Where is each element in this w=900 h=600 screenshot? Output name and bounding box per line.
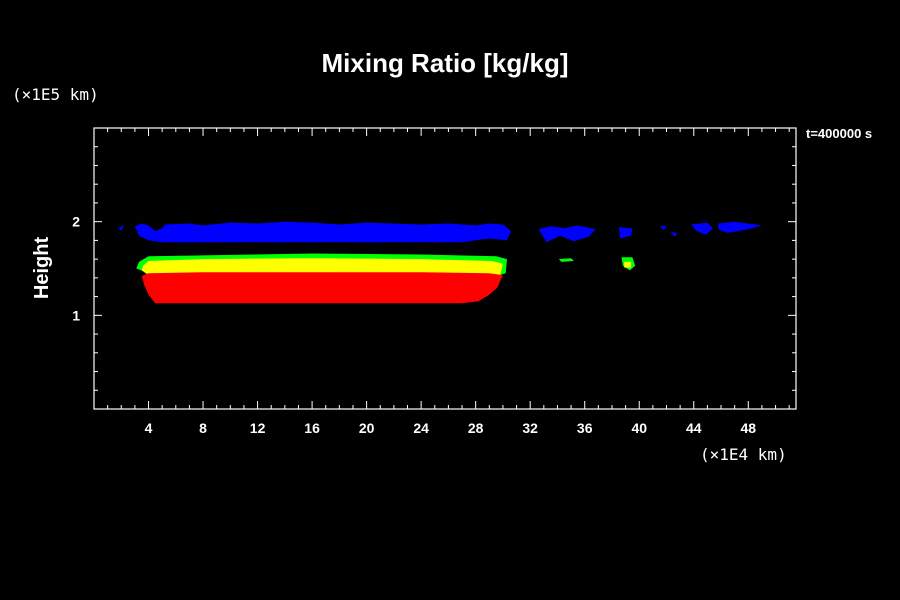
- x-tick-label: 32: [522, 420, 538, 436]
- x-tick-label: 28: [468, 420, 484, 436]
- x-tick-label: 16: [304, 420, 320, 436]
- x-tick-label: 8: [199, 420, 207, 436]
- x-tick-label: 12: [250, 420, 266, 436]
- time-label: t=400000 s: [806, 126, 872, 141]
- x-tick-label: 40: [631, 420, 647, 436]
- contour-regions: [118, 221, 762, 304]
- x-tick-label: 4: [145, 420, 153, 436]
- contour-region-yellow-11: [141, 258, 503, 276]
- contour-region-blue-7: [718, 221, 762, 233]
- plot-frame: [93, 127, 797, 410]
- contour-region-blue-0: [118, 224, 124, 231]
- contour-region-yellow-12: [624, 261, 632, 268]
- x-tick-label: 24: [413, 420, 429, 436]
- x-tick-label: 48: [741, 420, 757, 436]
- contour-region-blue-4: [659, 225, 667, 231]
- contour-region-blue-5: [670, 232, 678, 237]
- y-unit-label: (×1E5 km): [12, 85, 99, 104]
- x-tick-label: 44: [686, 420, 702, 436]
- x-tick-label: 36: [577, 420, 593, 436]
- y-tick-label: 1: [72, 307, 80, 323]
- contour-region-blue-2: [538, 225, 596, 243]
- y-tick-label: 2: [72, 214, 80, 230]
- contour-region-blue-6: [691, 222, 713, 235]
- contour-region-green-9: [558, 258, 574, 262]
- axis-ticks: [94, 128, 796, 409]
- contour-region-blue-1: [134, 221, 512, 243]
- contour-region-blue-3: [618, 227, 633, 239]
- x-unit-label: (×1E4 km): [700, 445, 787, 464]
- chart-title: Mixing Ratio [kg/kg]: [322, 48, 569, 78]
- contour-region-red-13: [141, 272, 503, 304]
- y-axis-label: Height: [31, 237, 53, 300]
- x-tick-label: 20: [359, 420, 375, 436]
